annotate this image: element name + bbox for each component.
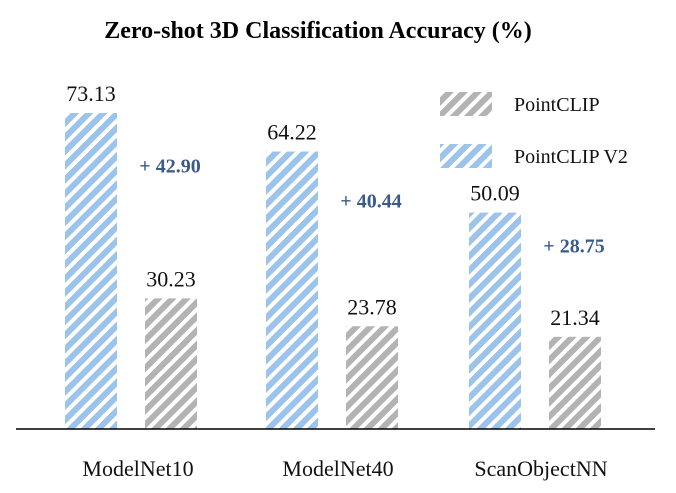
labels-layer: 73.13 30.23 + 42.90 ModelNet10 64.22 23.78 + 4… bbox=[66, 81, 607, 481]
legend-label-pointclip: PointCLIP bbox=[514, 94, 600, 116]
delta-label-scanobjectnn: + 28.75 bbox=[543, 235, 604, 257]
category-label-modelnet40: ModelNet40 bbox=[282, 456, 393, 481]
bars-layer bbox=[65, 113, 601, 430]
category-label-scanobjectnn: ScanObjectNN bbox=[474, 456, 607, 481]
value-label-pointclip-v2-modelnet10: 73.13 bbox=[66, 81, 116, 106]
legend-swatch-pointclip bbox=[440, 92, 492, 116]
delta-label-modelnet40: + 40.44 bbox=[340, 190, 401, 212]
category-label-modelnet10: ModelNet10 bbox=[82, 456, 193, 481]
value-label-pointclip-scanobjectnn: 21.34 bbox=[550, 305, 600, 330]
bar-pointclip-v2-scanobjectnn bbox=[469, 212, 521, 429]
bar-pointclip-modelnet40 bbox=[346, 326, 398, 429]
bar-pointclip-modelnet10 bbox=[145, 298, 197, 429]
legend-label-pointclip-v2: PointCLIP V2 bbox=[514, 146, 628, 168]
delta-label-modelnet10: + 42.90 bbox=[139, 155, 200, 177]
bar-pointclip-v2-modelnet10 bbox=[65, 113, 117, 430]
legend-swatch-pointclip-v2 bbox=[440, 144, 492, 168]
bar-pointclip-v2-modelnet40 bbox=[266, 151, 318, 429]
value-label-pointclip-v2-modelnet40: 64.22 bbox=[267, 120, 317, 145]
value-label-pointclip-modelnet40: 23.78 bbox=[347, 294, 397, 319]
value-label-pointclip-v2-scanobjectnn: 50.09 bbox=[470, 181, 520, 206]
chart-title: Zero-shot 3D Classification Accuracy (%) bbox=[104, 18, 532, 44]
legend: PointCLIP PointCLIP V2 bbox=[440, 92, 628, 168]
bar-pointclip-scanobjectnn bbox=[549, 336, 601, 429]
value-label-pointclip-modelnet10: 30.23 bbox=[146, 266, 196, 291]
